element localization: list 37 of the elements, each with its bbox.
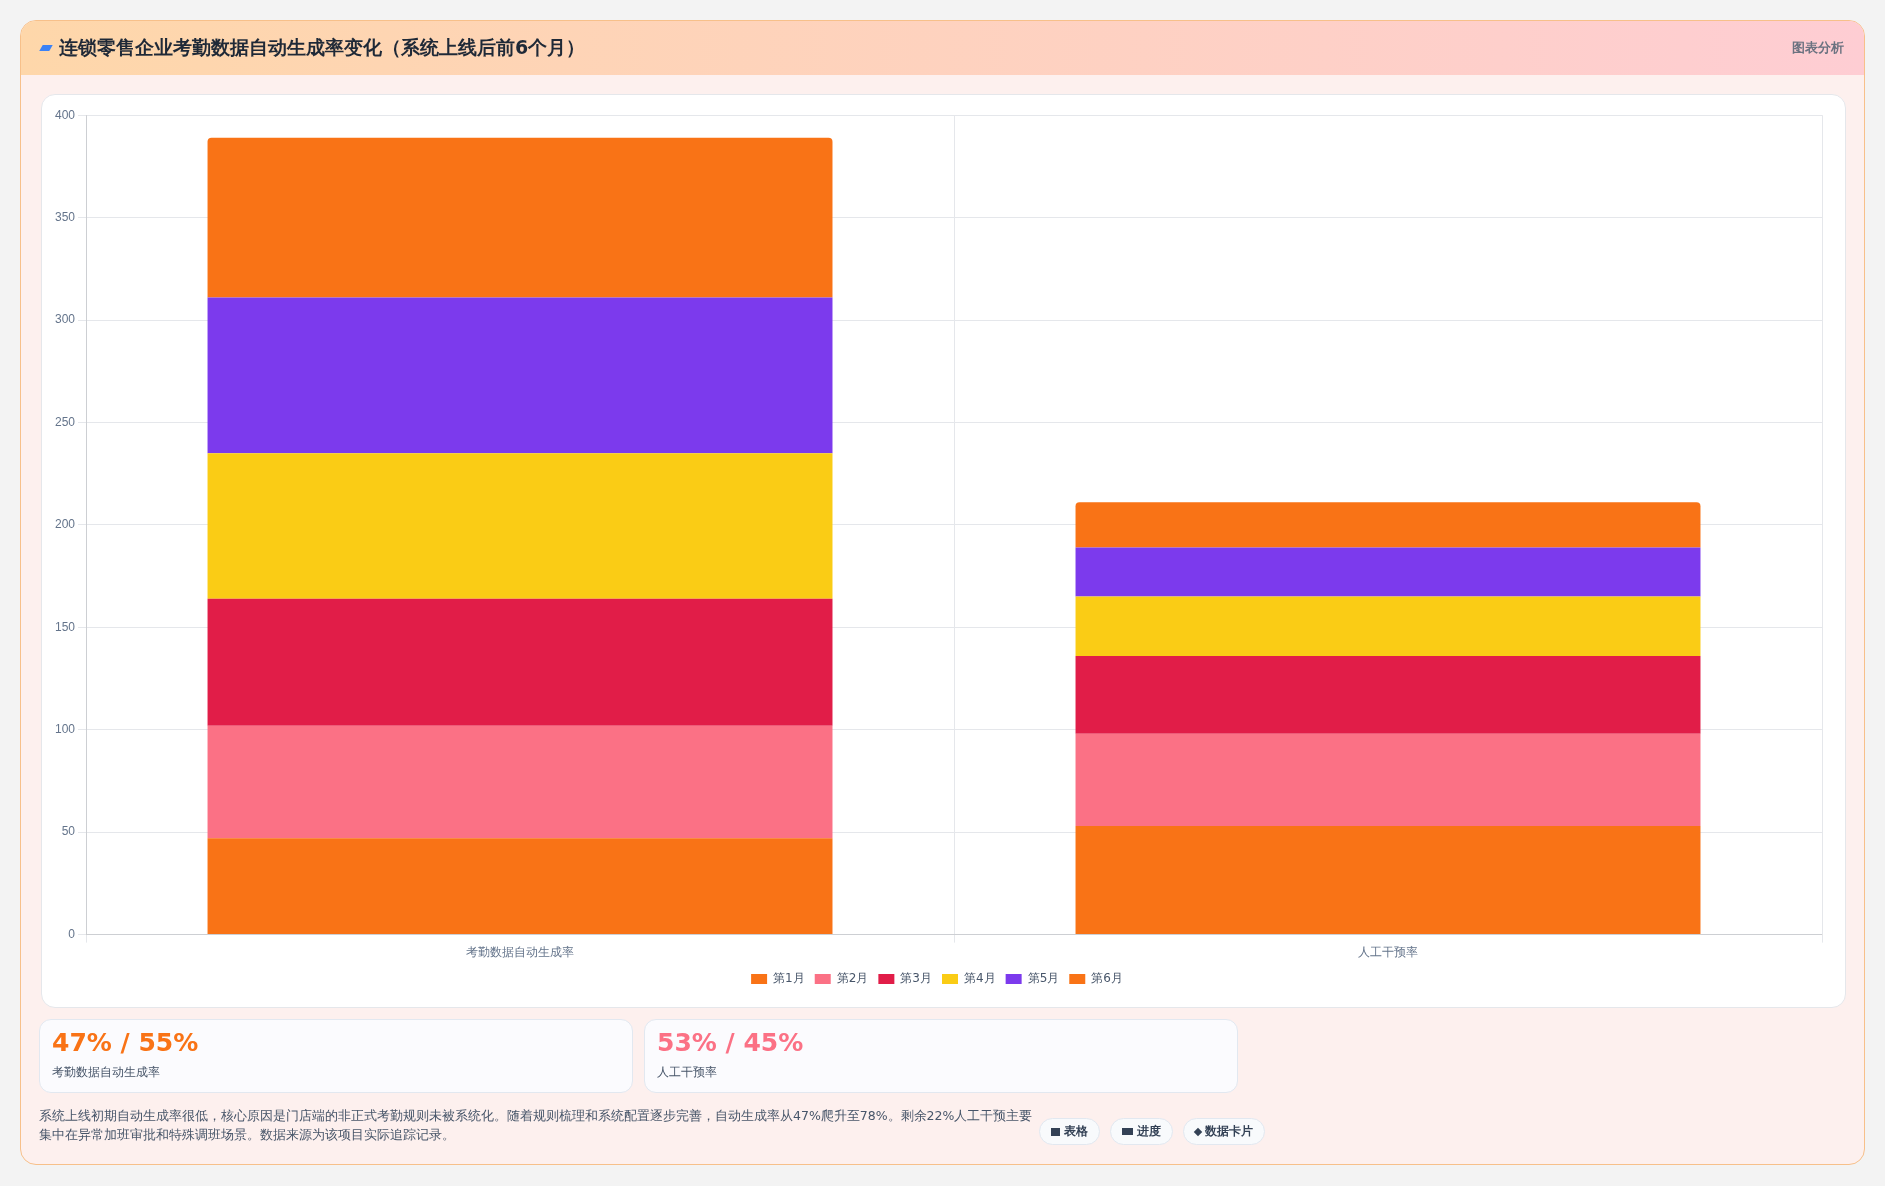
bar bbox=[1075, 502, 1701, 548]
bar bbox=[207, 598, 833, 726]
y-tick-label: 150 bbox=[54, 619, 76, 634]
legend-label: 第4月 bbox=[964, 971, 996, 986]
chart-title: 连锁零售企业考勤数据自动生成率变化（系统上线后前6个月） bbox=[59, 35, 586, 60]
text: 图表分析 bbox=[1792, 39, 1844, 57]
bar bbox=[207, 838, 833, 935]
legend-label: 第3月 bbox=[900, 971, 933, 986]
text: 表格 bbox=[1064, 1124, 1088, 1139]
text: 考勤数据自动生成率 bbox=[52, 1064, 160, 1081]
y-tick-label: 50 bbox=[61, 824, 76, 839]
bar bbox=[1075, 596, 1701, 656]
legend-label: 第1月 bbox=[773, 971, 805, 986]
bar bbox=[1075, 547, 1701, 597]
y-tick-label: 350 bbox=[54, 209, 76, 224]
legend-label: 第5月 bbox=[1027, 971, 1060, 986]
y-tick-label: 0 bbox=[68, 926, 76, 941]
bar bbox=[207, 453, 833, 599]
y-tick-label: 400 bbox=[54, 107, 76, 122]
text: 53% / 45% bbox=[657, 1028, 804, 1057]
y-tick-label: 300 bbox=[54, 312, 76, 327]
text: 人工干预率 bbox=[657, 1064, 717, 1081]
text: 进度 bbox=[1137, 1124, 1161, 1139]
bar bbox=[207, 137, 833, 298]
bar bbox=[207, 297, 833, 454]
bar bbox=[1075, 733, 1701, 827]
legend-label: 第6月 bbox=[1091, 971, 1123, 986]
bar bbox=[207, 725, 833, 839]
text: 系统上线初期自动生成率很低，核心原因是门店端的非正式考勤规则未被系统化。随着规则梳理和系统配置逐步完善，自动生成率从47%爬升至78%。剩余22%人工干预主要集中在异常加班审批和特殊调班场景。数据来源为该项目实际追踪记录。 bbox=[39, 1107, 1034, 1144]
y-tick-label: 250 bbox=[54, 414, 76, 429]
y-tick-label: 200 bbox=[54, 517, 76, 532]
text: 47% / 55% bbox=[52, 1028, 199, 1057]
text: 数据卡片 bbox=[1205, 1124, 1253, 1139]
y-tick-label: 100 bbox=[54, 722, 76, 737]
bar bbox=[1075, 656, 1701, 734]
bar bbox=[1075, 826, 1701, 935]
legend-label: 第2月 bbox=[836, 971, 869, 986]
